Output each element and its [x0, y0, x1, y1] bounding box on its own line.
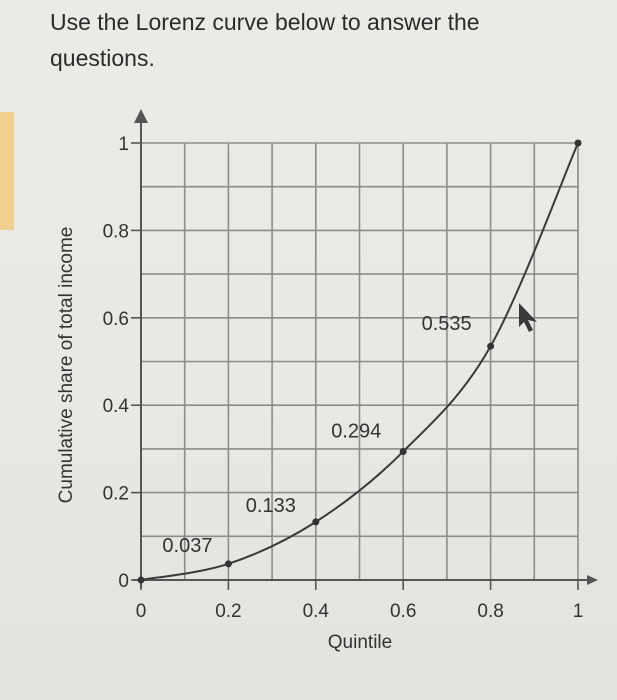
data-point [399, 448, 407, 456]
axis-ticks: 0 0.2 0.4 0.6 0.8 1 0 0.2 0.4 0.6 0.8 1 [103, 134, 584, 622]
cursor-arrow-icon [519, 303, 537, 332]
data-point [487, 342, 495, 350]
question-text: Use the Lorenz curve below to answer the… [50, 9, 480, 71]
x-tick-label: 0.4 [303, 601, 330, 622]
y-tick-label: 0.4 [103, 396, 130, 417]
x-axis-arrow [587, 575, 598, 585]
y-tick-label: 0.2 [103, 484, 129, 505]
y-tick-label: 0.6 [103, 309, 129, 330]
x-tick-label: 0.6 [390, 601, 416, 622]
data-point [137, 576, 145, 584]
y-axis-title: Cumulative share of total income [56, 227, 77, 504]
y-axis-arrow [134, 109, 148, 123]
accent-strip [0, 112, 14, 230]
x-axis-title: Quintile [328, 632, 392, 653]
data-point [224, 560, 232, 568]
x-tick-label: 0 [136, 601, 147, 622]
x-tick-label: 0.2 [215, 601, 241, 622]
y-tick-label: 0 [118, 571, 129, 592]
y-tick-label: 1 [118, 134, 129, 155]
chart-grid [140, 142, 579, 581]
data-point [574, 139, 582, 147]
data-labels: 0.037 0.133 0.294 0.535 [162, 313, 471, 557]
data-point [312, 518, 320, 526]
curve-points [137, 139, 582, 584]
data-label: 0.535 [422, 313, 472, 335]
data-label: 0.133 [246, 495, 296, 517]
x-tick-label: 1 [573, 601, 584, 622]
x-tick-label: 0.8 [477, 601, 503, 622]
y-tick-label: 0.8 [103, 221, 129, 242]
data-label: 0.037 [162, 535, 212, 557]
chart-axes [133, 109, 598, 588]
data-label: 0.294 [331, 421, 381, 443]
